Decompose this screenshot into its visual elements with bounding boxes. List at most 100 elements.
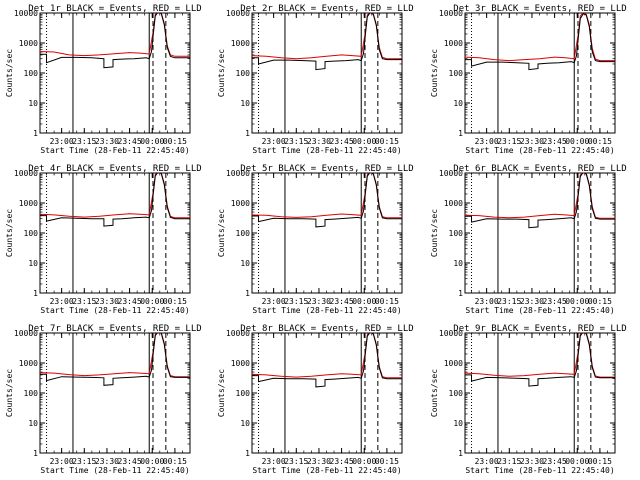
y-tick-label: 1 bbox=[458, 289, 463, 298]
series-line-lld bbox=[465, 333, 615, 378]
series-line-events bbox=[40, 173, 190, 227]
y-tick-label: 10 bbox=[240, 99, 250, 108]
panel-det-2: Det 2r BLACK = Events, RED = LLD 1 10 100 10… bbox=[217, 4, 414, 155]
y-tick-label: 1 bbox=[33, 289, 38, 298]
x-tick-label: 23:00 bbox=[262, 137, 286, 146]
x-tick-label: 23:15 bbox=[284, 457, 308, 466]
x-tick-label: 23:45 bbox=[330, 457, 354, 466]
x-tick-label: 00:00 bbox=[565, 297, 589, 306]
x-tick-label: 00:00 bbox=[140, 137, 164, 146]
series-line-events bbox=[40, 13, 190, 69]
y-tick-label: 10 bbox=[453, 419, 463, 428]
plot-frame bbox=[464, 172, 616, 294]
plot-area bbox=[40, 173, 190, 227]
y-tick-label: 1 bbox=[245, 129, 250, 138]
x-tick-label: 00:00 bbox=[565, 457, 589, 466]
series-line-events bbox=[465, 173, 615, 229]
chart-title: Det 9r BLACK = Events, RED = LLD bbox=[453, 324, 626, 334]
series-line-lld bbox=[252, 333, 402, 379]
series-line-lld bbox=[40, 333, 190, 378]
x-tick-label: 23:45 bbox=[118, 297, 142, 306]
y-axis-label: Counts/sec bbox=[5, 369, 14, 417]
x-tick-label: 23:15 bbox=[72, 297, 96, 306]
plot-frame bbox=[464, 12, 616, 134]
y-tick-label: 10000 bbox=[439, 9, 463, 18]
panel-det-5: Det 5r BLACK = Events, RED = LLD 1 10 100 10… bbox=[217, 164, 414, 315]
x-axis-label: Start Time (28-Feb-11 22:45:40) bbox=[252, 146, 401, 155]
x-tick-label: 00:15 bbox=[163, 457, 187, 466]
x-tick-label: 00:15 bbox=[375, 457, 399, 466]
y-axis-label: Counts/sec bbox=[217, 209, 226, 257]
chart-title: Det 2r BLACK = Events, RED = LLD bbox=[240, 4, 413, 14]
x-tick-label: 23:30 bbox=[307, 297, 331, 306]
series-line-events bbox=[252, 173, 402, 228]
x-tick-label: 00:00 bbox=[352, 457, 376, 466]
y-tick-label: 1000 bbox=[19, 199, 38, 208]
x-tick-label: 23:45 bbox=[543, 297, 567, 306]
chart-title: Det 1r BLACK = Events, RED = LLD bbox=[28, 4, 201, 14]
x-axis-label: Start Time (28-Feb-11 22:45:40) bbox=[252, 466, 401, 475]
y-tick-label: 100 bbox=[24, 229, 39, 238]
chart-title: Det 3r BLACK = Events, RED = LLD bbox=[453, 4, 626, 14]
series-line-events bbox=[40, 333, 190, 386]
x-tick-label: 00:15 bbox=[588, 457, 612, 466]
y-tick-label: 10 bbox=[28, 99, 38, 108]
x-tick-label: 23:45 bbox=[330, 297, 354, 306]
panel-det-6: Det 6r BLACK = Events, RED = LLD 1 10 100 10… bbox=[430, 164, 627, 315]
y-tick-label: 1 bbox=[245, 449, 250, 458]
plot-area bbox=[465, 333, 615, 387]
y-tick-label: 1 bbox=[245, 289, 250, 298]
x-axis-label: Start Time (28-Feb-11 22:45:40) bbox=[40, 146, 189, 155]
y-tick-label: 100 bbox=[236, 229, 251, 238]
x-tick-label: 00:00 bbox=[140, 457, 164, 466]
x-axis-label: Start Time (28-Feb-11 22:45:40) bbox=[40, 306, 189, 315]
y-tick-label: 100 bbox=[24, 389, 39, 398]
x-tick-label: 23:15 bbox=[284, 137, 308, 146]
y-tick-label: 10 bbox=[453, 99, 463, 108]
plot-area bbox=[40, 13, 190, 69]
x-tick-label: 23:15 bbox=[284, 297, 308, 306]
y-tick-label: 10 bbox=[240, 259, 250, 268]
x-tick-label: 00:00 bbox=[352, 137, 376, 146]
y-tick-label: 10 bbox=[28, 259, 38, 268]
chart-title: Det 4r BLACK = Events, RED = LLD bbox=[28, 164, 201, 174]
y-tick-label: 10 bbox=[28, 419, 38, 428]
y-tick-label: 1 bbox=[458, 449, 463, 458]
x-tick-label: 23:15 bbox=[497, 137, 521, 146]
chart-title: Det 8r BLACK = Events, RED = LLD bbox=[240, 324, 413, 334]
panel-det-3: Det 3r BLACK = Events, RED = LLD 1 10 100 10… bbox=[430, 4, 627, 155]
y-tick-label: 1000 bbox=[231, 39, 250, 48]
plot-frame bbox=[464, 332, 616, 454]
series-line-lld bbox=[252, 173, 402, 219]
y-tick-label: 10000 bbox=[439, 169, 463, 178]
series-line-events bbox=[465, 333, 615, 387]
y-tick-label: 100 bbox=[236, 389, 251, 398]
x-tick-label: 23:45 bbox=[543, 137, 567, 146]
y-tick-label: 1000 bbox=[444, 39, 463, 48]
y-tick-label: 1000 bbox=[231, 199, 250, 208]
x-tick-label: 23:00 bbox=[475, 457, 499, 466]
y-tick-label: 10000 bbox=[439, 329, 463, 338]
y-tick-label: 10000 bbox=[226, 329, 250, 338]
y-tick-label: 10000 bbox=[14, 169, 38, 178]
x-tick-label: 23:30 bbox=[95, 137, 119, 146]
plot-frame bbox=[251, 12, 403, 134]
y-axis-label: Counts/sec bbox=[217, 369, 226, 417]
plot-frame bbox=[39, 332, 191, 454]
series-line-lld bbox=[40, 173, 190, 219]
plot-area bbox=[252, 173, 402, 228]
x-tick-label: 23:30 bbox=[95, 457, 119, 466]
y-tick-label: 10000 bbox=[14, 329, 38, 338]
y-tick-label: 10000 bbox=[226, 169, 250, 178]
x-tick-label: 23:00 bbox=[50, 137, 74, 146]
x-tick-label: 00:15 bbox=[163, 137, 187, 146]
plot-area bbox=[40, 333, 190, 386]
series-line-events bbox=[252, 333, 402, 388]
plot-frame bbox=[39, 172, 191, 294]
plot-frame bbox=[251, 332, 403, 454]
chart-title: Det 7r BLACK = Events, RED = LLD bbox=[28, 324, 201, 334]
series-line-lld bbox=[465, 13, 615, 62]
y-axis-label: Counts/sec bbox=[430, 369, 439, 417]
x-tick-label: 23:00 bbox=[475, 297, 499, 306]
y-tick-label: 1000 bbox=[444, 359, 463, 368]
